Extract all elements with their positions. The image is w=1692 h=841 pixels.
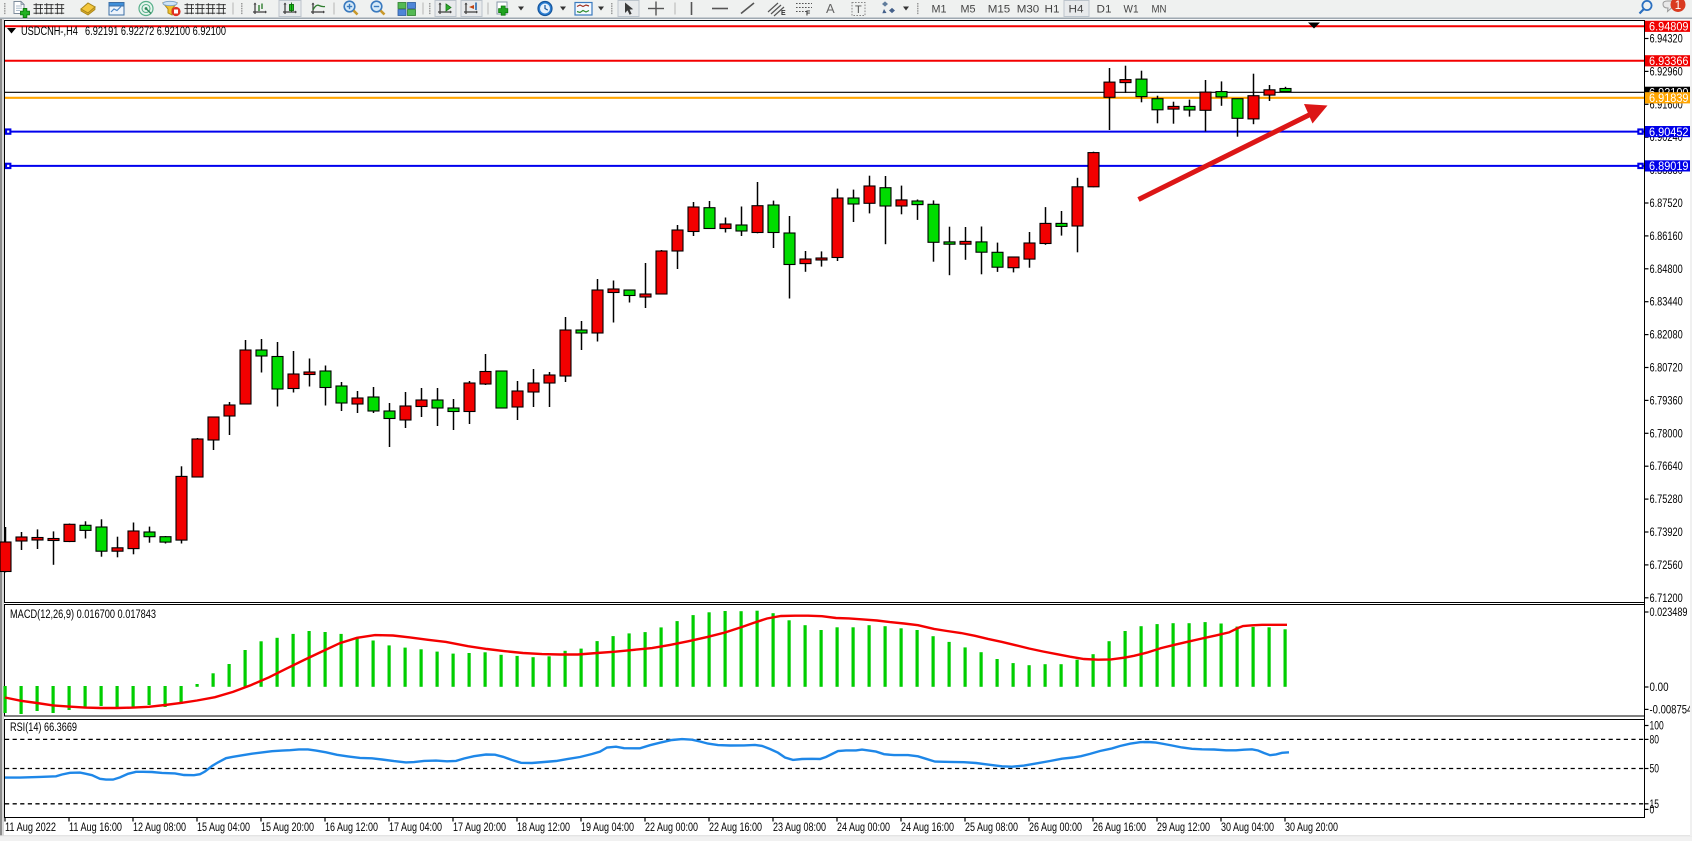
svg-text:11 Aug 2022: 11 Aug 2022 xyxy=(5,822,56,834)
svg-text:6.94320: 6.94320 xyxy=(1650,34,1683,46)
svg-text:24 Aug 16:00: 24 Aug 16:00 xyxy=(901,822,954,834)
svg-text:0.00: 0.00 xyxy=(1650,682,1669,694)
svg-text:-0.008754: -0.008754 xyxy=(1650,704,1692,716)
svg-text:6.72560: 6.72560 xyxy=(1650,560,1683,572)
svg-text:6.86160: 6.86160 xyxy=(1650,231,1683,243)
svg-text:H1: H1 xyxy=(1045,4,1060,16)
svg-text:USDCNH-,H4 6.92191 6.92272 6.: USDCNH-,H4 6.92191 6.92272 6.92100 6.921… xyxy=(21,26,226,38)
svg-text:6.73920: 6.73920 xyxy=(1650,527,1683,539)
svg-text:0.023489: 0.023489 xyxy=(1650,607,1688,619)
svg-text:6.76640: 6.76640 xyxy=(1650,461,1683,473)
svg-text:50: 50 xyxy=(1650,764,1660,776)
svg-text:15 Aug 20:00: 15 Aug 20:00 xyxy=(261,822,314,834)
svg-text:6.78000: 6.78000 xyxy=(1650,428,1683,440)
svg-text:6.75280: 6.75280 xyxy=(1650,494,1683,506)
svg-text:30 Aug 04:00: 30 Aug 04:00 xyxy=(1221,822,1274,834)
svg-text:6.89019: 6.89019 xyxy=(1649,161,1689,173)
svg-text:17 Aug 04:00: 17 Aug 04:00 xyxy=(389,822,442,834)
svg-text:D1: D1 xyxy=(1097,4,1112,16)
svg-text:23 Aug 08:00: 23 Aug 08:00 xyxy=(773,822,826,834)
svg-text:29 Aug 12:00: 29 Aug 12:00 xyxy=(1157,822,1210,834)
svg-text:1: 1 xyxy=(1675,0,1681,12)
svg-text:80: 80 xyxy=(1650,734,1660,746)
svg-text:22 Aug 00:00: 22 Aug 00:00 xyxy=(645,822,698,834)
svg-text:6.90452: 6.90452 xyxy=(1649,127,1689,139)
svg-text:6.91839: 6.91839 xyxy=(1649,93,1689,105)
svg-text:30 Aug 20:00: 30 Aug 20:00 xyxy=(1285,822,1338,834)
svg-text:18 Aug 12:00: 18 Aug 12:00 xyxy=(517,822,570,834)
svg-text:F: F xyxy=(806,11,811,18)
svg-text:6.93366: 6.93366 xyxy=(1649,56,1689,68)
svg-text:16 Aug 12:00: 16 Aug 12:00 xyxy=(325,822,378,834)
svg-text:0: 0 xyxy=(1650,804,1655,816)
svg-text:6.94809: 6.94809 xyxy=(1649,22,1689,34)
svg-text:T: T xyxy=(855,4,862,16)
svg-text:26 Aug 00:00: 26 Aug 00:00 xyxy=(1029,822,1082,834)
svg-text:15 Aug 04:00: 15 Aug 04:00 xyxy=(197,822,250,834)
svg-text:MN: MN xyxy=(1152,4,1167,16)
svg-text:M1: M1 xyxy=(932,4,947,16)
svg-text:17 Aug 20:00: 17 Aug 20:00 xyxy=(453,822,506,834)
svg-text:25 Aug 08:00: 25 Aug 08:00 xyxy=(965,822,1018,834)
svg-text:6.84800: 6.84800 xyxy=(1650,264,1683,276)
svg-text:6.92960: 6.92960 xyxy=(1650,66,1683,78)
svg-text:24 Aug 00:00: 24 Aug 00:00 xyxy=(837,822,890,834)
svg-text:19 Aug 04:00: 19 Aug 04:00 xyxy=(581,822,634,834)
svg-text:RSI(14) 66.3669: RSI(14) 66.3669 xyxy=(10,722,77,734)
svg-text:M5: M5 xyxy=(961,4,976,16)
svg-text:15: 15 xyxy=(1650,799,1660,811)
svg-text:MACD(12,26,9) 0.016700 0.01784: MACD(12,26,9) 0.016700 0.017843 xyxy=(10,609,156,621)
svg-text:12 Aug 08:00: 12 Aug 08:00 xyxy=(133,822,186,834)
svg-text:M15: M15 xyxy=(988,4,1011,16)
svg-text:M30: M30 xyxy=(1017,4,1040,16)
svg-text:6.83440: 6.83440 xyxy=(1650,297,1683,309)
svg-text:6.82080: 6.82080 xyxy=(1650,330,1683,342)
svg-text:E: E xyxy=(781,10,786,17)
svg-text:6.80720: 6.80720 xyxy=(1650,363,1683,375)
svg-text:11 Aug 16:00: 11 Aug 16:00 xyxy=(69,822,122,834)
svg-text:A: A xyxy=(826,1,835,16)
svg-text:26 Aug 16:00: 26 Aug 16:00 xyxy=(1093,822,1146,834)
svg-text:W1: W1 xyxy=(1124,4,1139,16)
svg-text:6.87520: 6.87520 xyxy=(1650,198,1683,210)
svg-text:H4: H4 xyxy=(1069,4,1084,16)
svg-text:6.71200: 6.71200 xyxy=(1650,593,1683,605)
svg-text:22 Aug 16:00: 22 Aug 16:00 xyxy=(709,822,762,834)
svg-text:100: 100 xyxy=(1650,721,1664,733)
svg-text:6.79360: 6.79360 xyxy=(1650,395,1683,407)
